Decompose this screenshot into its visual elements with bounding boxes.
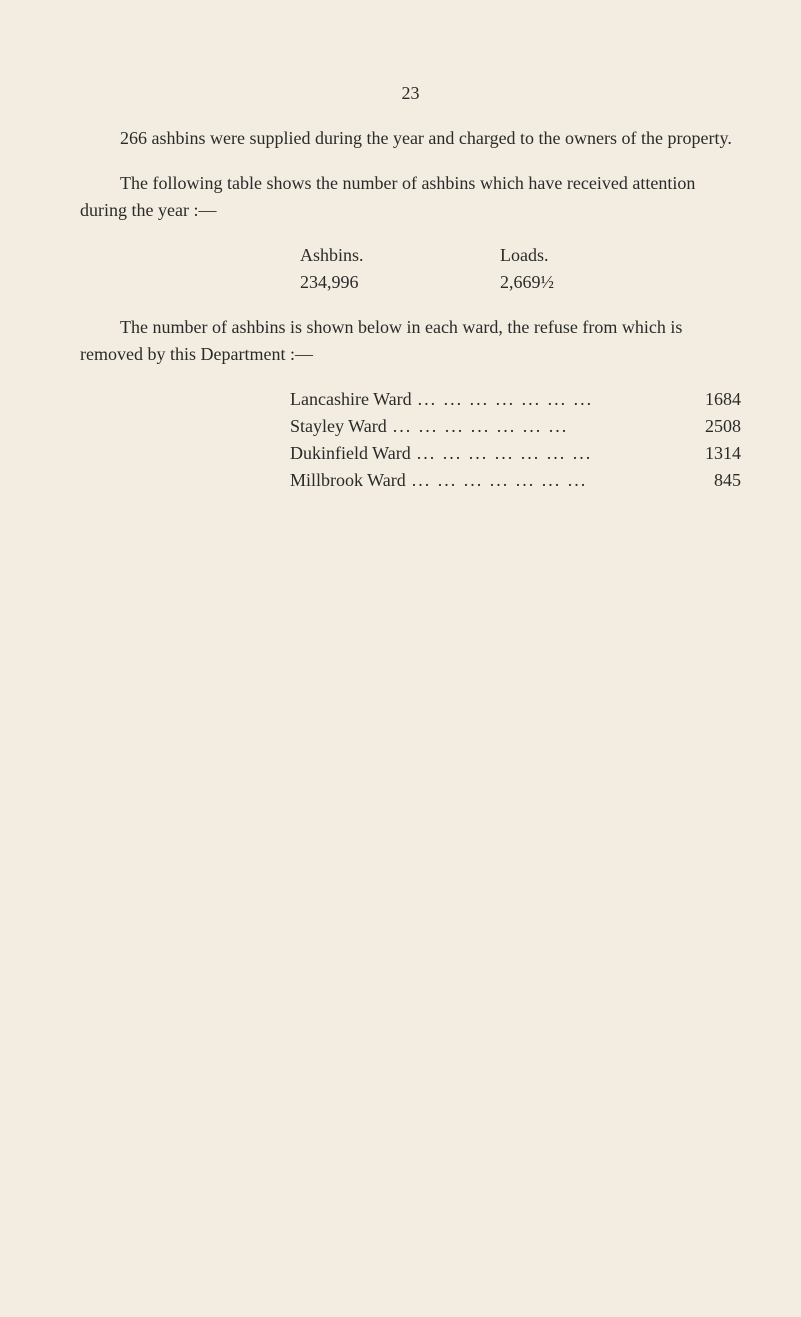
ward-table: Lancashire Ward ... ... ... ... ... ... … [80, 386, 741, 494]
col-header-loads: Loads. [500, 242, 620, 269]
col-header-ashbins: Ashbins. [300, 242, 500, 269]
ward-row: Dukinfield Ward ... ... ... ... ... ... … [290, 440, 741, 467]
ward-row: Lancashire Ward ... ... ... ... ... ... … [290, 386, 741, 413]
table-data-row: 234,996 2,669½ [300, 269, 741, 296]
ashbins-loads-table: Ashbins. Loads. 234,996 2,669½ [80, 242, 741, 296]
document-page: 23 266 ashbins were supplied during the … [0, 0, 801, 572]
table-header-row: Ashbins. Loads. [300, 242, 741, 269]
paragraph-1: 266 ashbins were supplied during the yea… [80, 125, 741, 152]
ward-value: 845 [681, 467, 741, 494]
ward-row: Stayley Ward ... ... ... ... ... ... ...… [290, 413, 741, 440]
paragraph-3: The number of ashbins is shown below in … [80, 314, 741, 368]
ward-value: 2508 [681, 413, 741, 440]
dot-leader: ... ... ... ... ... ... ... [411, 440, 681, 467]
loads-value: 2,669½ [500, 269, 620, 296]
dot-leader: ... ... ... ... ... ... ... [412, 386, 681, 413]
dot-leader: ... ... ... ... ... ... ... [406, 467, 681, 494]
ashbins-value: 234,996 [300, 269, 500, 296]
ward-name: Stayley Ward [290, 413, 387, 440]
ward-name: Millbrook Ward [290, 467, 406, 494]
ward-row: Millbrook Ward ... ... ... ... ... ... .… [290, 467, 741, 494]
dot-leader: ... ... ... ... ... ... ... [387, 413, 681, 440]
ward-value: 1684 [681, 386, 741, 413]
ward-value: 1314 [681, 440, 741, 467]
ward-name: Dukinfield Ward [290, 440, 411, 467]
paragraph-2: The following table shows the number of … [80, 170, 741, 224]
page-number: 23 [80, 80, 741, 107]
ward-name: Lancashire Ward [290, 386, 412, 413]
